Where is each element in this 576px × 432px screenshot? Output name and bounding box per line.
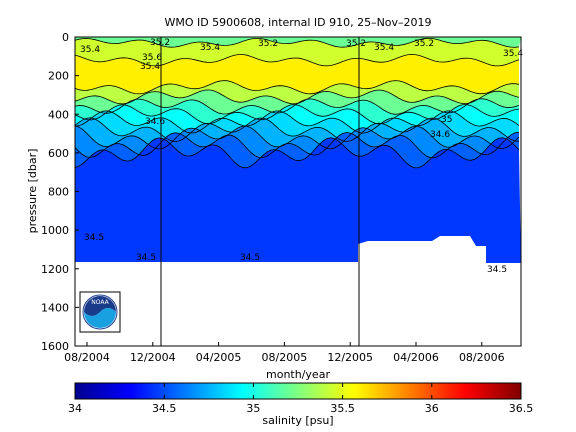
contour-line xyxy=(75,131,520,159)
y-tick-label: 1600 xyxy=(41,340,69,353)
colorbar-tick-label: 35.5 xyxy=(330,402,355,415)
contour-line xyxy=(75,137,520,169)
contour-label: 35.4 xyxy=(140,62,160,72)
contour-line xyxy=(75,110,520,134)
logo-wave xyxy=(84,308,116,328)
x-axis: 08/2004 12/2004 04/2005 08/2005 12/2005 04/20… xyxy=(64,342,505,364)
data-gap-areas xyxy=(75,236,521,346)
y-tick-label: 1200 xyxy=(41,263,69,276)
salinity-band xyxy=(75,117,519,149)
colorbar-tick-label: 34 xyxy=(68,402,82,415)
contour-label: 35.6 xyxy=(142,53,162,63)
noaa-logo: NOAA xyxy=(79,291,121,333)
logo-gull xyxy=(84,296,116,316)
contour-line xyxy=(75,104,520,125)
salinity-band xyxy=(75,38,519,66)
y-tick-label: 1400 xyxy=(41,301,69,314)
salinity-band xyxy=(75,125,519,158)
contour-line xyxy=(75,53,520,67)
y-axis: 0 200 400 600 800 1000 1200 1400 1600 xyxy=(41,31,79,353)
salinity-band xyxy=(75,132,519,168)
contour-line xyxy=(75,98,520,115)
y-tick-label: 400 xyxy=(48,108,69,121)
salinity-band xyxy=(75,104,519,134)
colorbar-axis: 34 34.5 35 35.5 36 36.5 xyxy=(68,383,533,415)
salinity-band xyxy=(75,80,519,104)
salinity-band xyxy=(75,89,519,115)
colorbar-tick-label: 35 xyxy=(246,402,260,415)
x-tick-label: 12/2004 xyxy=(130,351,176,364)
contour-label: 34.5 xyxy=(240,253,260,263)
contour-line xyxy=(75,125,520,150)
y-tick-label: 1000 xyxy=(41,224,69,237)
x-tick-label: 04/2006 xyxy=(393,351,439,364)
gap-bottom xyxy=(83,236,521,346)
contour-lines xyxy=(75,37,520,169)
contour-label: 34.5 xyxy=(487,265,507,275)
contour-label: 35.4 xyxy=(374,43,394,53)
contour-label: 34.6 xyxy=(145,117,165,127)
x-tick-label: 04/2005 xyxy=(196,351,242,364)
contour-label: 35.2 xyxy=(414,39,434,49)
contour-label: 35.2 xyxy=(150,38,170,48)
contour-label: 35.4 xyxy=(503,49,523,59)
y-tick-label: 600 xyxy=(48,147,69,160)
salinity-band xyxy=(75,137,521,263)
logo-text: NOAA xyxy=(91,299,109,306)
y-axis-label: pressure [dbar] xyxy=(26,149,39,234)
contour-label-layer: 35.6 35.4 35.2 35.4 35.2 35.2 35.4 35.2 … xyxy=(80,38,523,275)
x-tick-label: 12/2005 xyxy=(327,351,373,364)
contour-label: 35.2 xyxy=(258,39,278,49)
x-tick-label: 08/2005 xyxy=(262,351,308,364)
contour-line xyxy=(75,80,520,95)
contour-label: 35.2 xyxy=(346,39,366,49)
x-tick-label: 08/2004 xyxy=(64,351,110,364)
contour-label: 34.6 xyxy=(430,130,450,140)
colorbar-tick-label: 36.5 xyxy=(509,402,534,415)
contour-label: 34.5 xyxy=(84,233,104,243)
colorbar-tick-label: 36 xyxy=(425,402,439,415)
contour-label: 35 xyxy=(441,115,452,125)
contour-line xyxy=(75,117,520,143)
salinity-bands xyxy=(75,37,521,263)
contour-label: 35.4 xyxy=(80,45,100,55)
contour-line xyxy=(75,37,520,48)
chart-title: WMO ID 5900608, internal ID 910, 25–Nov–… xyxy=(164,16,431,29)
gap-early xyxy=(75,262,83,346)
contour-label: 34.5 xyxy=(136,253,156,263)
colorbar-tick-label: 34.5 xyxy=(152,402,177,415)
colorbar-label: salinity [psu] xyxy=(262,414,333,427)
salinity-band xyxy=(75,98,519,124)
salinity-band xyxy=(75,37,521,48)
y-tick-label: 0 xyxy=(62,31,69,44)
y-tick-label: 800 xyxy=(48,186,69,199)
x-tick-label: 08/2006 xyxy=(459,351,505,364)
contour-label: 35.4 xyxy=(200,43,220,53)
colorbar xyxy=(74,382,522,400)
x-axis-label: month/year xyxy=(266,368,330,381)
y-tick-label: 200 xyxy=(48,70,69,83)
